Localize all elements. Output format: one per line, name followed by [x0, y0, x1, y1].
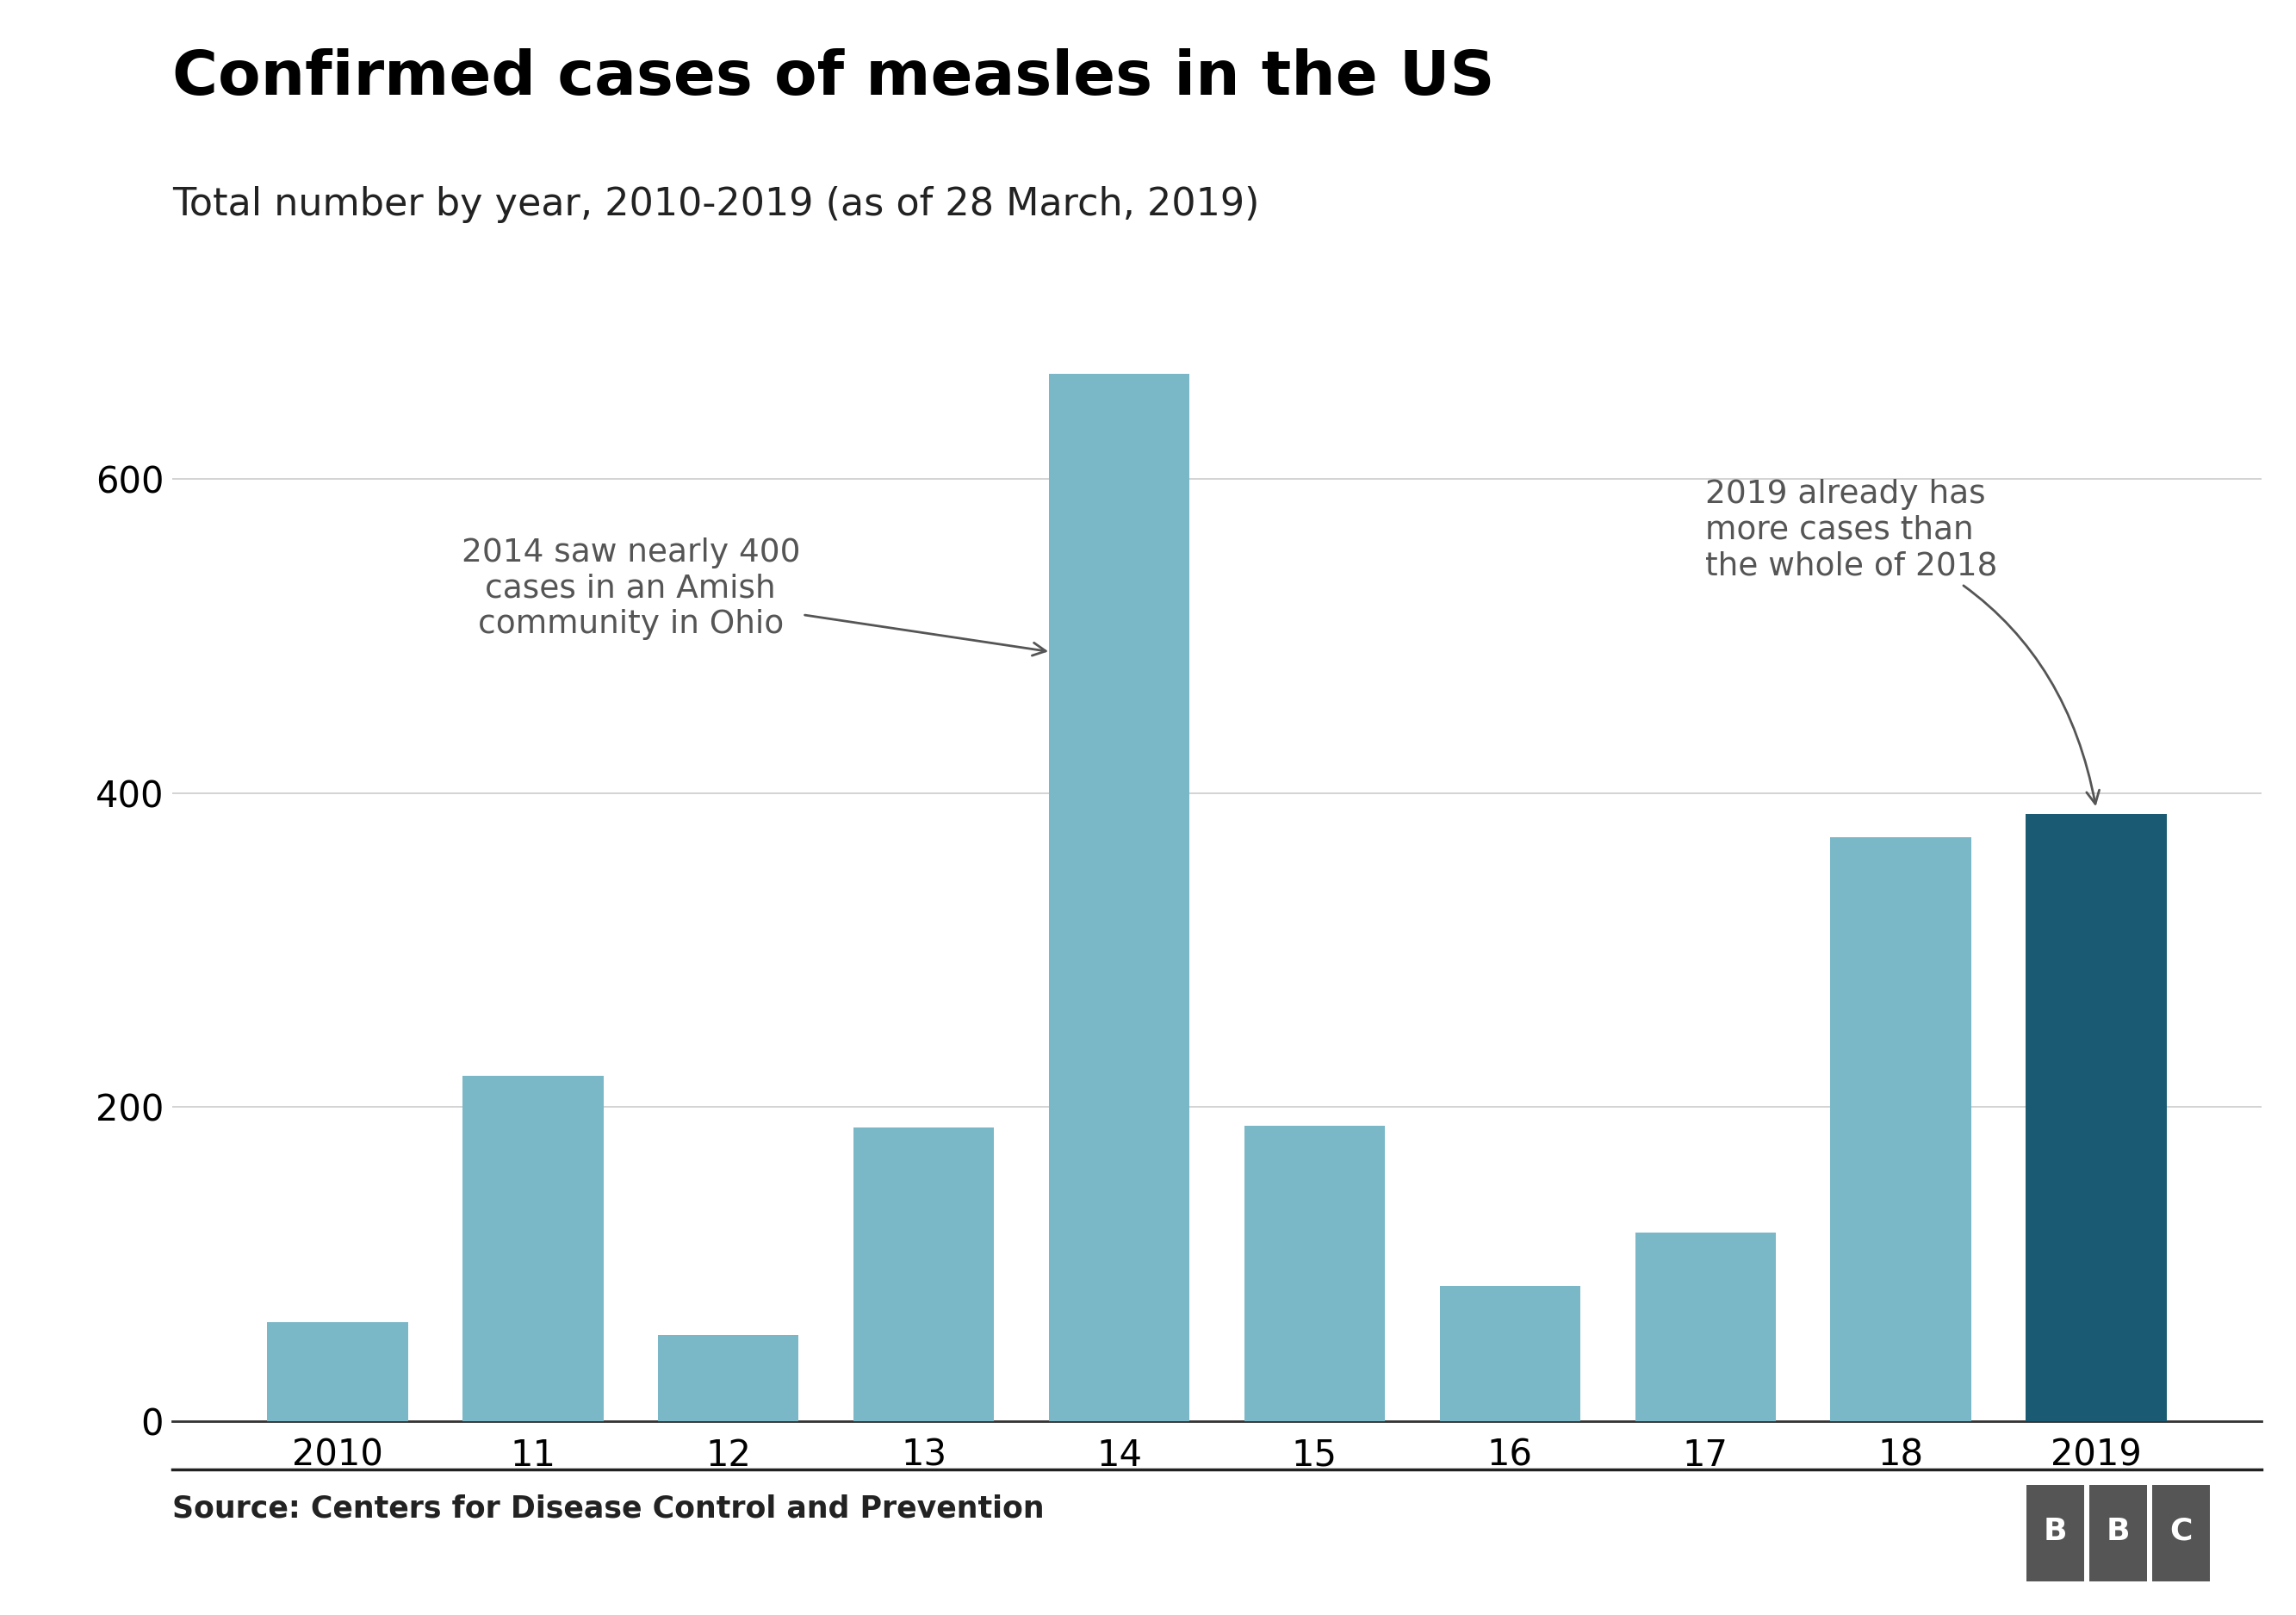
Bar [1440, 1286, 1580, 1421]
Bar [1635, 1232, 1775, 1421]
Text: 2019 already has
more cases than
the whole of 2018: 2019 already has more cases than the who… [1706, 480, 2099, 804]
FancyBboxPatch shape [2151, 1486, 2209, 1581]
Text: B: B [2105, 1516, 2131, 1546]
Bar [659, 1336, 799, 1421]
Bar [2025, 814, 2167, 1421]
Text: C: C [2170, 1516, 2193, 1546]
Bar [461, 1076, 604, 1421]
Text: Source: Centers for Disease Control and Prevention: Source: Centers for Disease Control and … [172, 1494, 1045, 1523]
Bar [266, 1323, 409, 1421]
FancyBboxPatch shape [2089, 1486, 2147, 1581]
Bar [1244, 1126, 1384, 1421]
Bar [1049, 375, 1189, 1421]
FancyBboxPatch shape [2027, 1486, 2085, 1581]
Text: Total number by year, 2010-2019 (as of 28 March, 2019): Total number by year, 2010-2019 (as of 2… [172, 186, 1261, 223]
Text: 2014 saw nearly 400
cases in an Amish
community in Ohio: 2014 saw nearly 400 cases in an Amish co… [461, 538, 1045, 656]
Bar [1830, 837, 1972, 1421]
Text: B: B [2043, 1516, 2066, 1546]
Bar [854, 1127, 994, 1421]
Text: Confirmed cases of measles in the US: Confirmed cases of measles in the US [172, 48, 1495, 108]
